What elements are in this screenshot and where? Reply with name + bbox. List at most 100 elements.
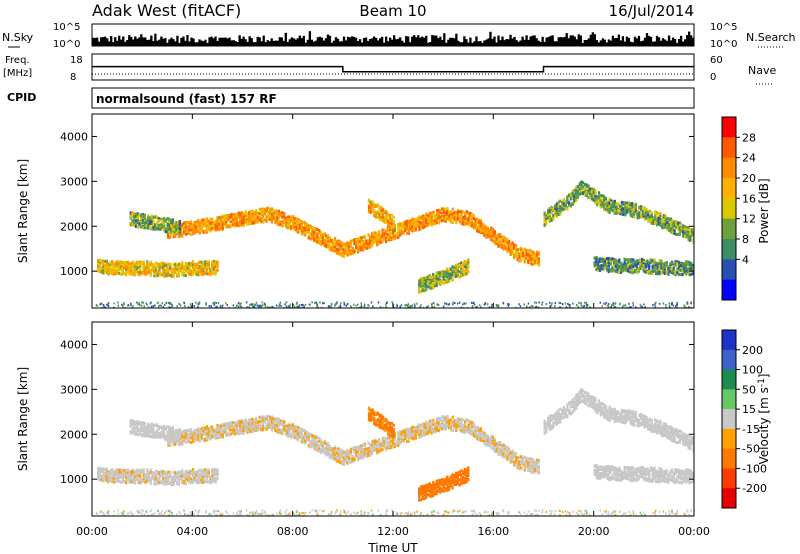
power-cell (483, 223, 486, 227)
power-cell (419, 278, 423, 282)
power-cell (646, 271, 649, 275)
power-cell (423, 279, 426, 283)
nsky-bar (176, 35, 179, 46)
power-cell (228, 215, 231, 219)
power-cell (432, 215, 435, 219)
power-cell (135, 267, 138, 271)
power-cell (474, 219, 477, 223)
power-cell (645, 214, 648, 218)
power-cell (320, 242, 323, 246)
power-cell (627, 201, 630, 205)
nsky-bar (559, 37, 562, 46)
power-cell (437, 220, 440, 224)
power-cell (320, 239, 323, 243)
power-cell (380, 218, 383, 222)
power-cell (432, 286, 435, 290)
power-cell (248, 214, 251, 218)
nsky-bar (136, 38, 139, 46)
power-cell (418, 228, 421, 232)
power-cell (432, 275, 435, 279)
power-cell (145, 226, 148, 230)
power-cell (207, 225, 210, 229)
nsky-bar (328, 35, 332, 46)
power-cell (325, 238, 328, 242)
nsky-bar (380, 36, 384, 46)
power-cell (321, 233, 324, 237)
power-cell (286, 226, 289, 230)
power-cell (682, 234, 685, 238)
power-cell (166, 230, 169, 234)
power-cell (421, 223, 425, 227)
power-cell (421, 279, 424, 283)
power-cell (485, 234, 488, 238)
nsky-bar (531, 35, 534, 46)
power-cell (677, 261, 681, 265)
nsky-bar (681, 41, 685, 46)
power-cell (427, 214, 430, 218)
power-cell (144, 272, 147, 276)
power-cell (406, 227, 409, 231)
power-cell (460, 265, 463, 269)
power-cell (456, 216, 460, 220)
power-cell (432, 301, 435, 304)
nsky-bar (669, 40, 673, 46)
power-cell (543, 219, 546, 223)
power-cell (116, 271, 119, 275)
power-cell (152, 227, 155, 231)
power-cell (465, 260, 468, 264)
power-cell (154, 261, 158, 265)
power-cell (651, 259, 654, 263)
power-cell (267, 212, 270, 216)
power-cell (370, 232, 374, 236)
power-cell (148, 216, 152, 220)
power-cell (668, 223, 671, 227)
power-cell (144, 271, 147, 275)
nsky-bar (214, 36, 217, 46)
power-cell (444, 279, 447, 283)
power-cell (418, 279, 421, 283)
power-cell (514, 251, 518, 255)
power-cell (676, 225, 680, 229)
power-cell (165, 267, 168, 271)
power-cell (594, 189, 597, 193)
power-cell (672, 271, 675, 275)
power-cell (140, 217, 143, 221)
power-cell (456, 214, 460, 218)
power-cell (667, 272, 670, 276)
nsky-bar (509, 34, 512, 46)
power-cell (659, 213, 662, 217)
nsky-bar (342, 36, 346, 46)
power-cell (454, 272, 458, 276)
power-cell (154, 226, 157, 230)
power-cell (147, 222, 150, 226)
power-cell (362, 247, 365, 251)
power-cell (150, 214, 153, 218)
power-cell (200, 218, 203, 222)
nsky-bar (649, 36, 653, 46)
nsky-bar (561, 37, 564, 46)
nsky-bar (675, 42, 679, 46)
power-cell (662, 222, 666, 226)
nsky-bar (425, 35, 428, 46)
power-cell (662, 271, 665, 275)
power-cell (235, 221, 238, 225)
power-cell (111, 269, 114, 273)
power-cell (661, 217, 664, 221)
nsky-bar (461, 42, 464, 46)
power-cell (535, 250, 539, 254)
power-cell (667, 266, 670, 270)
nsky-bar (200, 40, 203, 46)
power-cell (648, 266, 651, 270)
nsky-bar (390, 39, 394, 46)
nsky-bar (282, 40, 285, 46)
power-cell (600, 259, 603, 263)
power-cell (259, 304, 262, 307)
power-cell (653, 269, 656, 273)
date-label: 16/Jul/2014 (609, 2, 694, 20)
power-cell (559, 199, 562, 203)
power-cell (195, 265, 198, 269)
power-cell (425, 216, 428, 220)
power-cell (614, 264, 617, 268)
power-cell (142, 260, 145, 264)
power-cell (218, 222, 221, 226)
